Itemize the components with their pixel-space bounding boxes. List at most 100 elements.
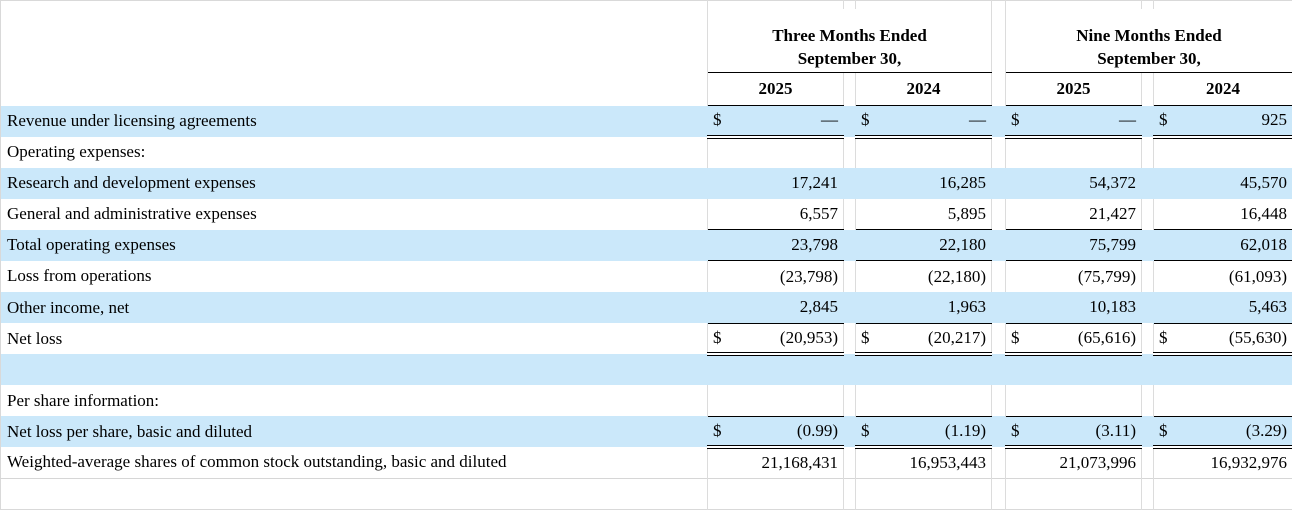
group-spacer [991,0,1006,9]
dollar-sign: $ [1011,420,1020,440]
row-label: Net loss per share, basic and diluted [0,416,708,448]
group-spacer [991,354,1006,386]
money-value: (1.19) [944,420,986,440]
row-loss-from-operations: Loss from operations (23,798) (22,180) (… [0,260,1292,292]
money-cell: (23,798) [708,261,844,292]
money-cell: $ (20,217) [855,323,992,357]
row-other-income: Other income, net 2,845 1,963 10,183 5,4… [0,291,1292,324]
spacer-cell [708,1,844,9]
money-value: 21,073,996 [1059,453,1137,473]
column-group-three-months: Three Months Ended September 30, [707,8,992,74]
row-label: Total operating expenses [0,229,708,261]
money-value: (0.99) [796,420,838,440]
row-weighted-average-shares: Weighted-average shares of common stock … [0,447,1292,479]
column-spacer [843,198,856,230]
money-cell: $ (55,630) [1153,323,1292,357]
money-cell: (75,799) [1006,261,1142,292]
dollar-sign: $ [1159,110,1168,130]
group-title: Nine Months Ended [1076,26,1222,46]
money-cell: 1,963 [855,291,992,324]
group-spacer [991,8,1006,73]
row-per-share-header: Per share information: [0,385,1292,417]
row-spacer-blank [0,354,1292,386]
row-label: Operating expenses: [0,136,708,168]
group-spacer [991,385,1006,417]
column-spacer [843,260,856,292]
dollar-sign: $ [1011,327,1020,347]
column-spacer [843,229,856,261]
group-spacer [991,447,1006,479]
group-spacer [991,323,1006,355]
row-label: Other income, net [0,291,708,324]
column-spacer [1141,136,1154,168]
year-header-row: 2025 2024 2025 2024 [0,72,1292,107]
dollar-sign: $ [1159,327,1168,347]
group-spacer [991,416,1006,448]
column-spacer [843,416,856,448]
money-value: 21,168,431 [761,453,839,473]
group-spacer [991,198,1006,230]
money-cell [1153,354,1292,386]
column-spacer [1141,167,1154,199]
money-cell: 54,372 [1005,167,1142,199]
money-cell: 2,845 [707,291,844,324]
row-operating-expenses-header: Operating expenses: [0,136,1292,168]
money-value: 22,180 [939,235,986,255]
row-net-loss-per-share: Net loss per share, basic and diluted $ (… [0,416,1292,450]
money-cell: 21,168,431 [708,447,844,478]
money-value: (3.29) [1245,420,1287,440]
money-cell: 16,448 [1153,198,1292,231]
money-value: 21,427 [1089,204,1136,224]
row-label: Per share information: [0,385,708,417]
money-cell: $ (0.99) [707,416,844,450]
spacer-cell [1154,1,1292,9]
money-value: 75,799 [1089,235,1136,255]
column-spacer [843,385,856,417]
column-group-nine-months: Nine Months Ended September 30, [1005,8,1292,74]
column-spacer [1141,198,1154,230]
money-cell: 17,241 [707,167,844,199]
column-spacer [1141,385,1154,417]
money-cell [707,477,844,510]
column-spacer [843,0,856,9]
money-value: 10,183 [1089,297,1136,317]
money-value: — [821,110,838,130]
money-cell [1006,137,1142,168]
column-spacer [1141,260,1154,292]
money-value: 17,241 [791,173,838,193]
money-cell: 10,183 [1005,291,1142,324]
spacer-cell [856,1,992,9]
top-spacer-row [0,0,1292,9]
money-cell [856,137,992,168]
year-header: 2024 [855,72,992,107]
dollar-sign: $ [861,110,870,130]
period-header-row: Three Months Ended September 30, Nine Mo… [0,8,1292,74]
year-header: 2025 [707,72,844,107]
money-cell [1005,477,1142,510]
money-value: (61,093) [1228,266,1287,286]
column-spacer [1141,354,1154,386]
column-spacer [843,477,856,510]
group-title: Three Months Ended [772,26,927,46]
column-spacer [843,105,856,137]
money-cell: 21,073,996 [1006,447,1142,478]
money-cell: $ (65,616) [1005,323,1142,357]
money-cell: 16,932,976 [1154,447,1292,478]
column-spacer [1141,105,1154,137]
group-subtitle: September 30, [797,48,902,68]
money-cell [708,137,844,168]
column-spacer [843,354,856,386]
money-cell: 22,180 [855,229,992,262]
money-cell: $925 [1153,105,1292,139]
money-value: 925 [1261,110,1288,130]
column-spacer [1141,477,1154,510]
spacer-cell [1006,1,1142,9]
spacer-cell [0,0,708,9]
column-spacer [1141,416,1154,448]
money-value: 5,895 [947,204,986,224]
money-value: 2,845 [799,297,838,317]
money-cell: $ (3.11) [1005,416,1142,450]
dollar-sign: $ [713,327,722,347]
group-subtitle: September 30, [1097,48,1201,68]
money-cell: $ — [855,105,992,139]
